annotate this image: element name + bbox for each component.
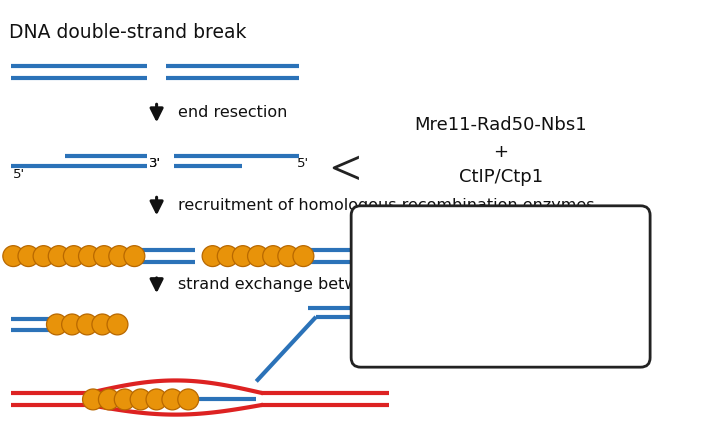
Circle shape (33, 246, 54, 267)
Circle shape (217, 246, 238, 267)
Polygon shape (334, 156, 361, 179)
Circle shape (92, 314, 113, 335)
Circle shape (263, 246, 283, 267)
Text: CtIP/Ctp1: CtIP/Ctp1 (459, 168, 542, 187)
Circle shape (18, 246, 39, 267)
Circle shape (94, 246, 114, 267)
Text: 5': 5' (13, 168, 26, 181)
Text: 3': 3' (149, 157, 161, 171)
Circle shape (109, 246, 130, 267)
Circle shape (63, 246, 84, 267)
Circle shape (202, 246, 223, 267)
Circle shape (130, 389, 151, 410)
Circle shape (79, 246, 99, 267)
Text: +: + (493, 143, 508, 161)
Circle shape (178, 389, 199, 410)
Circle shape (82, 389, 104, 410)
FancyBboxPatch shape (351, 206, 650, 367)
Text: strand exchange between homologous DNA molecules: strand exchange between homologous DNA m… (178, 277, 618, 292)
Circle shape (62, 314, 82, 335)
Circle shape (3, 246, 23, 267)
Circle shape (48, 246, 69, 267)
Text: recruitment of homologous recombination enzymes: recruitment of homologous recombination … (178, 198, 595, 213)
Text: 5': 5' (297, 157, 309, 171)
Circle shape (46, 314, 67, 335)
Text: Mre11-Rad50-Nbs1: Mre11-Rad50-Nbs1 (415, 116, 587, 134)
Text: 3': 3' (149, 157, 161, 171)
Circle shape (114, 389, 135, 410)
Circle shape (99, 389, 119, 410)
Circle shape (232, 246, 253, 267)
Circle shape (107, 314, 128, 335)
Circle shape (146, 389, 167, 410)
Circle shape (124, 246, 145, 267)
Circle shape (293, 246, 314, 267)
Circle shape (162, 389, 182, 410)
Circle shape (77, 314, 98, 335)
Circle shape (278, 246, 299, 267)
Text: DNA double-strand break: DNA double-strand break (9, 23, 247, 42)
Text: end resection: end resection (178, 105, 288, 120)
Circle shape (248, 246, 268, 267)
